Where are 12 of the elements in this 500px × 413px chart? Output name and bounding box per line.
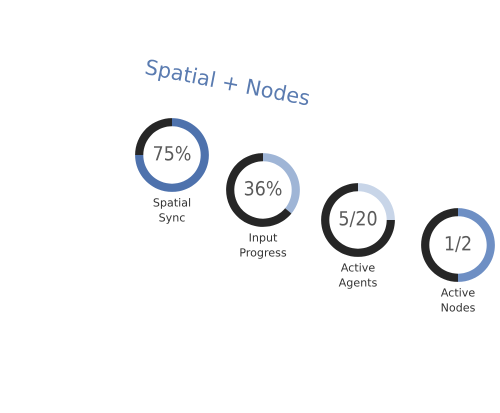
text: Active Agents bbox=[338, 263, 377, 289]
text: Input Progress bbox=[240, 233, 286, 259]
text: 1/2 bbox=[446, 236, 470, 252]
text: Active Nodes bbox=[440, 288, 475, 312]
donut-slice bbox=[135, 118, 209, 192]
text: 36% bbox=[244, 180, 282, 196]
donut-slice bbox=[321, 183, 395, 257]
chart-title: Spatial + Nodes bbox=[144, 58, 310, 110]
text: 75% bbox=[154, 146, 190, 161]
donut-slice bbox=[226, 153, 292, 227]
text: 5/20 bbox=[340, 210, 376, 228]
text: Spatial Sync bbox=[154, 198, 190, 224]
